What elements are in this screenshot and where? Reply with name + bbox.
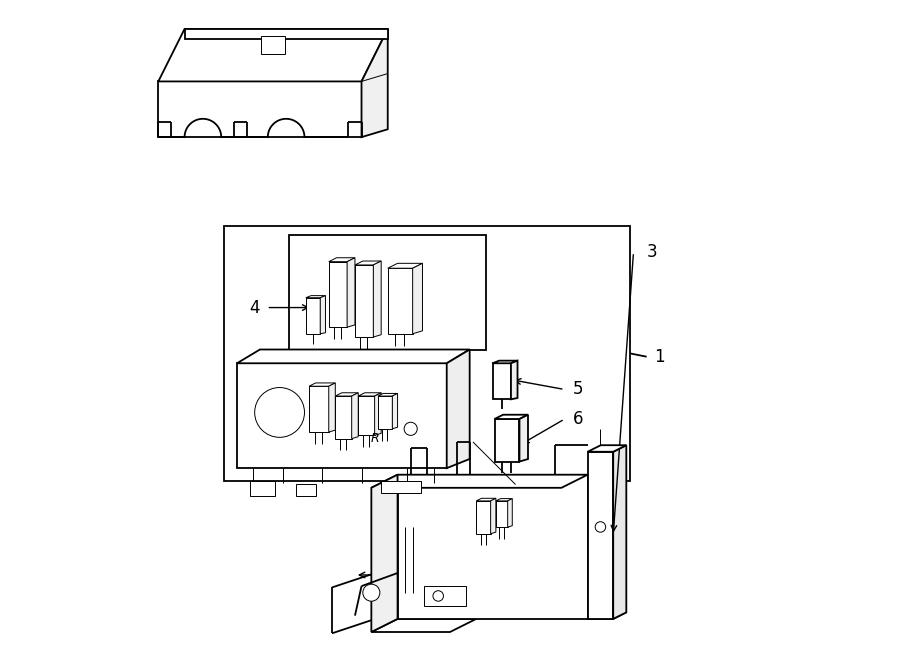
Text: 5: 5 [572,381,583,399]
Polygon shape [347,258,355,327]
Polygon shape [237,364,446,468]
Polygon shape [328,262,347,327]
Bar [261,36,284,54]
Bar [250,481,275,496]
Polygon shape [309,386,328,432]
Bar [296,484,316,496]
Polygon shape [412,263,422,334]
Polygon shape [495,414,528,419]
Polygon shape [519,414,528,461]
Text: 3: 3 [646,243,657,261]
Polygon shape [374,261,382,337]
Text: R: R [370,432,379,445]
Circle shape [433,591,444,602]
Bar [290,235,486,350]
Polygon shape [388,263,422,268]
Polygon shape [492,364,511,399]
Polygon shape [355,261,382,265]
Polygon shape [374,393,382,436]
Text: 2: 2 [412,566,423,584]
Polygon shape [309,383,336,386]
Polygon shape [328,383,336,432]
Polygon shape [588,451,613,619]
Polygon shape [398,475,588,619]
Polygon shape [355,265,374,337]
Polygon shape [372,619,476,632]
Polygon shape [495,419,519,461]
Bar [424,586,466,605]
Bar [224,225,630,481]
Polygon shape [388,268,412,334]
Polygon shape [372,475,398,632]
Polygon shape [306,295,326,297]
Text: 1: 1 [654,348,665,366]
Circle shape [595,522,606,532]
Polygon shape [476,498,496,501]
Polygon shape [158,81,362,137]
Polygon shape [358,393,382,396]
Polygon shape [306,297,320,334]
Polygon shape [378,393,398,396]
Polygon shape [613,446,626,619]
Polygon shape [336,396,352,439]
Polygon shape [588,612,626,619]
Polygon shape [158,29,388,81]
Polygon shape [496,498,512,501]
Polygon shape [508,498,512,527]
Polygon shape [328,258,355,262]
Polygon shape [446,350,470,468]
Polygon shape [336,393,358,396]
Polygon shape [511,361,517,399]
Polygon shape [362,29,388,137]
Circle shape [255,387,304,438]
Polygon shape [492,361,517,364]
Polygon shape [491,498,496,533]
Polygon shape [184,29,388,39]
Polygon shape [496,501,508,527]
Polygon shape [378,396,392,429]
Circle shape [363,584,380,602]
Polygon shape [358,396,374,436]
Circle shape [404,422,418,436]
Bar [382,481,420,493]
Text: 4: 4 [249,299,260,317]
Polygon shape [392,393,398,429]
Polygon shape [588,446,626,451]
Polygon shape [352,393,358,439]
Polygon shape [320,295,326,334]
Polygon shape [237,350,470,364]
Polygon shape [372,475,588,488]
Polygon shape [476,501,491,533]
Text: 6: 6 [572,410,583,428]
